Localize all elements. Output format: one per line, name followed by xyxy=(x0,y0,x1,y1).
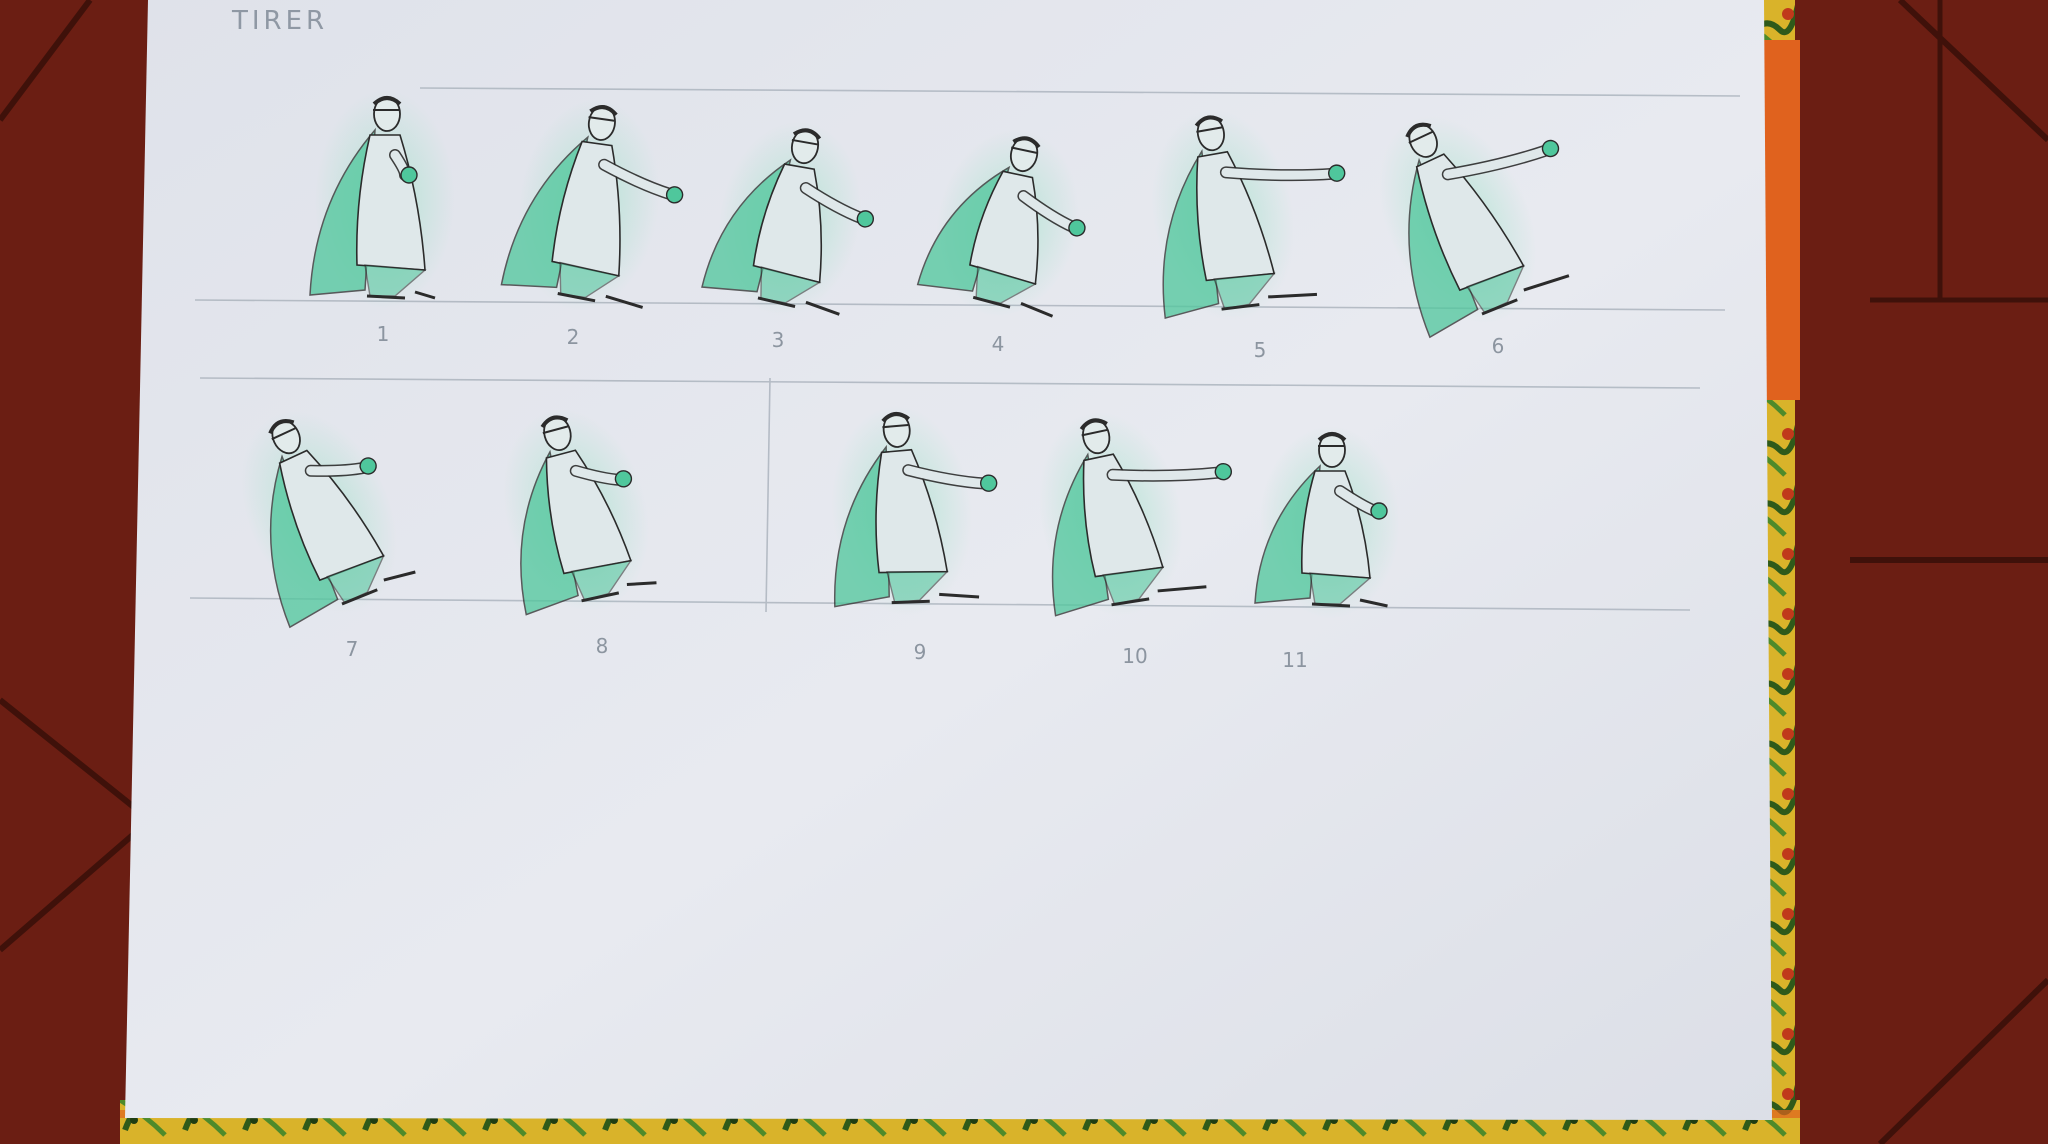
row1-frame-number: 1 xyxy=(376,322,390,346)
hair xyxy=(1012,136,1041,149)
hand xyxy=(665,186,684,204)
sleeve xyxy=(1443,145,1552,179)
row2-figure-5 xyxy=(1254,426,1400,618)
feet xyxy=(757,296,840,316)
hair xyxy=(1317,432,1347,442)
hair xyxy=(589,105,618,117)
row1-figure-5 xyxy=(1151,109,1346,321)
cloak xyxy=(833,444,890,608)
ruled-lines xyxy=(189,87,1741,613)
row1-figure-2 xyxy=(500,98,684,311)
headband xyxy=(542,425,569,435)
headband xyxy=(588,116,615,122)
animation-row-1 xyxy=(309,90,1570,339)
row1-figure-3 xyxy=(701,121,875,316)
animation-row-2 xyxy=(241,406,1400,629)
hand xyxy=(856,210,875,228)
hand xyxy=(1328,164,1346,182)
cloak xyxy=(701,158,792,293)
hair xyxy=(540,415,569,429)
headband xyxy=(1408,130,1433,144)
hair xyxy=(268,419,295,435)
hand xyxy=(359,457,377,475)
feet xyxy=(1481,274,1570,316)
feet xyxy=(366,290,436,300)
feet xyxy=(581,581,657,603)
feet xyxy=(972,295,1054,318)
row2-frame-number: 9 xyxy=(913,640,927,664)
feet xyxy=(891,592,980,605)
feet xyxy=(1221,292,1318,311)
feet xyxy=(341,570,416,606)
row1-frame-number: 3 xyxy=(771,328,785,352)
headband xyxy=(1081,428,1108,437)
row2-frame-number: 11 xyxy=(1282,648,1308,672)
hair xyxy=(1194,115,1224,128)
row2-frame-number: 7 xyxy=(345,637,359,661)
hair xyxy=(1405,122,1432,138)
row2-figure-4 xyxy=(1038,412,1233,617)
row2-figure-1 xyxy=(241,411,416,629)
row2-figure-2 xyxy=(503,409,657,616)
hair xyxy=(1079,418,1108,431)
row1-figure-1 xyxy=(309,90,455,310)
headband xyxy=(1011,146,1037,154)
row2-figure-3 xyxy=(831,406,998,616)
hand xyxy=(1068,219,1086,237)
hand xyxy=(614,470,633,488)
sleeve xyxy=(1108,468,1224,481)
headband xyxy=(1196,126,1223,133)
hand xyxy=(1370,502,1388,520)
hand xyxy=(979,474,998,492)
sleeve xyxy=(599,160,676,199)
headband xyxy=(882,423,909,429)
hair xyxy=(372,96,402,106)
row1-figure-6 xyxy=(1379,115,1570,339)
hand xyxy=(1541,139,1560,158)
row1-frame-number: 5 xyxy=(1253,338,1267,362)
sheet-title: TIRER xyxy=(232,6,329,36)
sleeve xyxy=(1221,167,1338,180)
headband xyxy=(271,427,296,441)
row1-frame-number: 2 xyxy=(566,325,580,349)
cloak xyxy=(500,135,589,289)
hair xyxy=(881,412,910,423)
row1-figure-4 xyxy=(916,129,1086,318)
hand xyxy=(400,166,418,184)
headband xyxy=(791,138,818,146)
feet xyxy=(1311,598,1388,608)
row2-frame-number: 10 xyxy=(1122,644,1148,668)
hand xyxy=(1214,462,1233,481)
hair xyxy=(792,128,822,140)
cloak xyxy=(916,165,1011,292)
feet xyxy=(1111,585,1207,607)
feet xyxy=(557,292,644,309)
row1-frame-number: 6 xyxy=(1491,334,1505,358)
row1-frame-number: 4 xyxy=(991,332,1005,356)
sleeve xyxy=(903,465,990,489)
row2-frame-number: 8 xyxy=(595,634,609,658)
